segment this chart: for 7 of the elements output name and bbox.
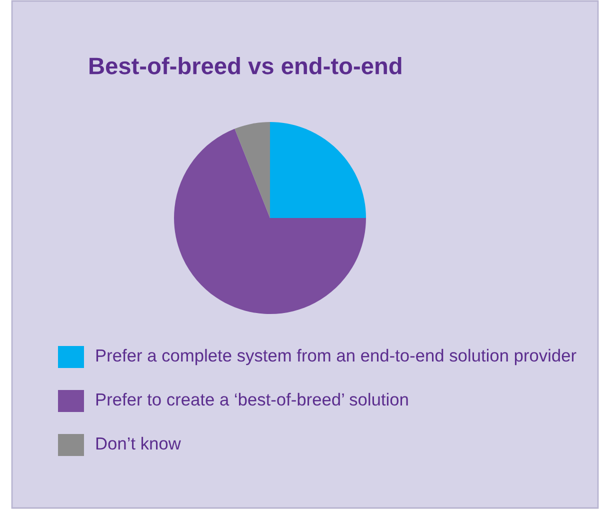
pie-slice (174, 128, 366, 314)
legend-label: Don’t know (96, 436, 181, 450)
pie-slice (234, 122, 270, 218)
legend-label: Prefer a complete system from an end-to-end solution provider (96, 348, 576, 366)
chart-title: Best-of-breed vs end-to-end (90, 56, 402, 74)
legend-label: Prefer to create a ‘best-of-breed’ solution (96, 392, 408, 406)
pie-slice (270, 122, 366, 218)
